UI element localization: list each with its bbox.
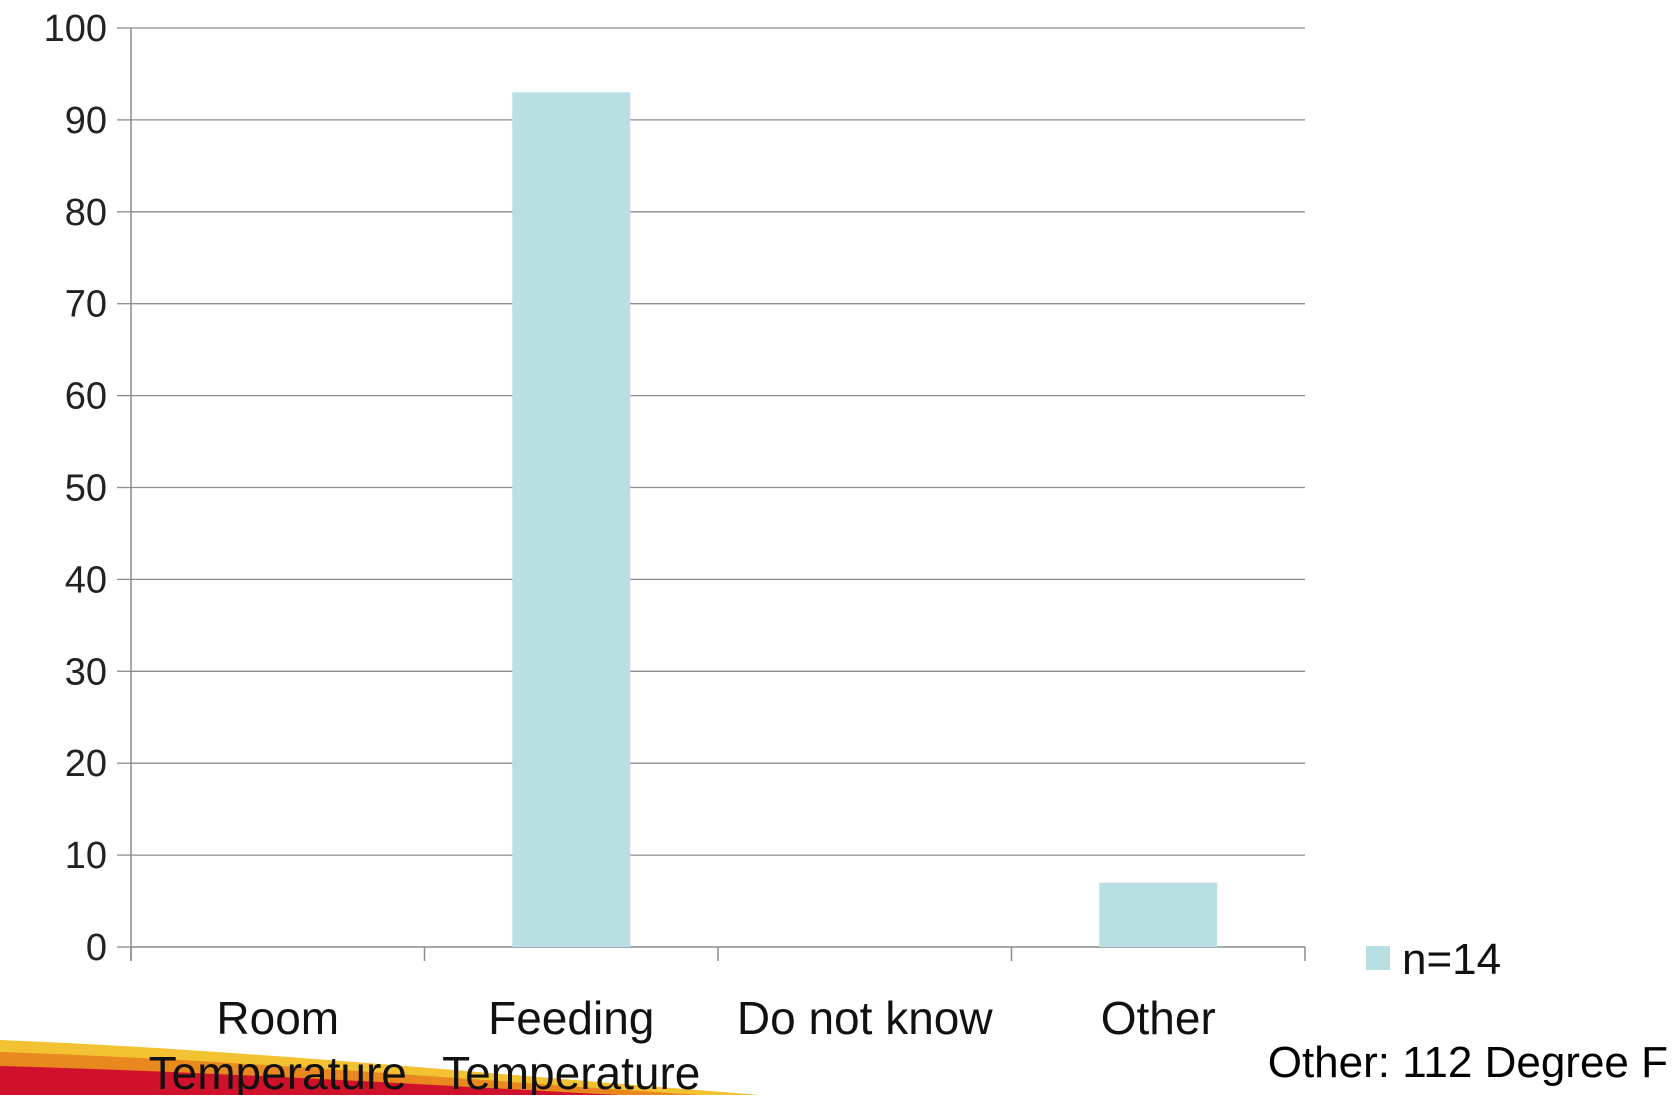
labels: 0 10 20 30 40 50 60 70 80 90 100 Room Temperature Fee…	[44, 8, 1216, 1099]
bar	[1099, 882, 1218, 947]
y-tick-label: 80	[65, 192, 107, 234]
y-tick-label: 40	[65, 559, 107, 601]
x-category-label: Do not know	[737, 992, 993, 1044]
chart-annotation: Other: 112 Degree F	[1268, 1038, 1668, 1087]
legend-swatch	[1366, 946, 1390, 970]
y-tick-label: 0	[86, 927, 107, 969]
y-tick-label: 10	[65, 835, 107, 877]
x-category-label: Feeding Temperature	[442, 992, 700, 1095]
y-tick-label: 50	[65, 468, 107, 510]
axes	[117, 27, 1306, 961]
x-category-label: Other	[1101, 992, 1216, 1044]
gridlines	[131, 27, 1305, 856]
y-tick-label: 60	[65, 376, 107, 418]
y-tick-label: 30	[65, 651, 107, 693]
bars	[512, 92, 1218, 947]
x-category-label: Room Temperature	[149, 992, 407, 1095]
slide-decoration	[0, 1040, 760, 1095]
y-tick-label: 20	[65, 743, 107, 785]
legend-label: n=14	[1402, 935, 1501, 984]
y-tick-label: 90	[65, 100, 107, 142]
legend: n=14	[1366, 935, 1501, 984]
y-tick-label: 100	[44, 8, 107, 50]
y-tick-label: 70	[65, 284, 107, 326]
bar	[512, 92, 631, 947]
